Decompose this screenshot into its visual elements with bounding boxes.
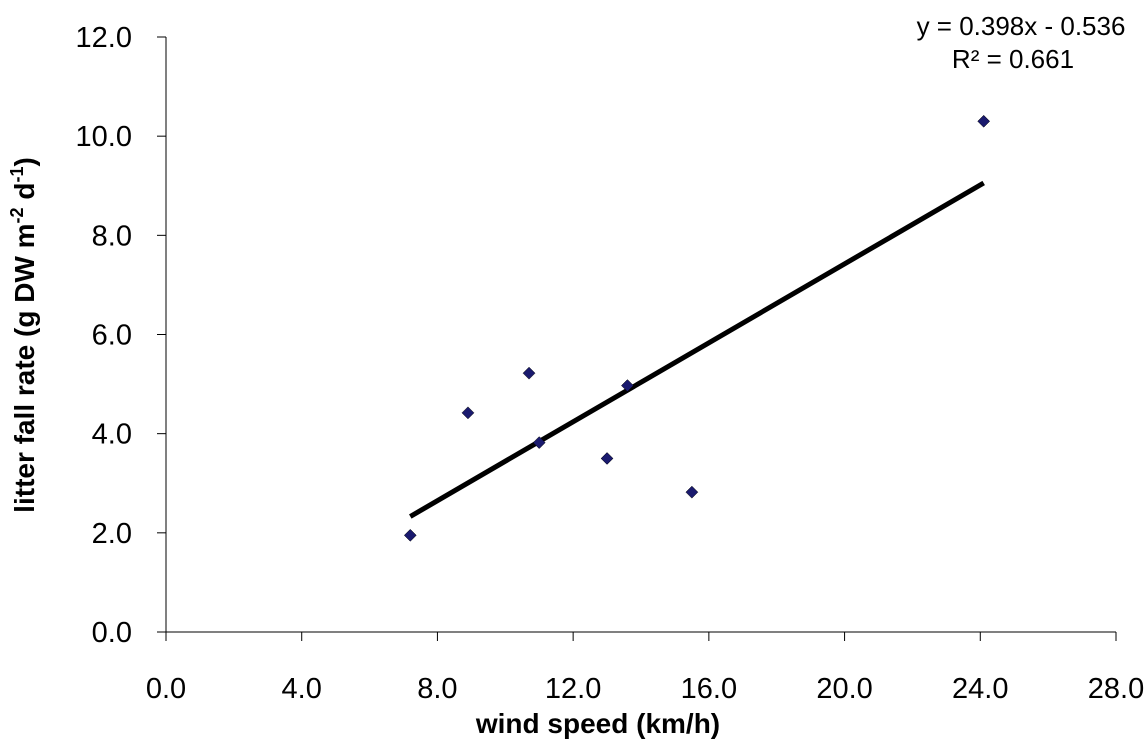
x-tick-label: 24.0 [952, 673, 1008, 705]
trendline-layer [409, 180, 985, 519]
y-tick-label: 2.0 [92, 518, 132, 550]
x-tick-label: 28.0 [1088, 673, 1144, 705]
x-tick-label: 4.0 [282, 673, 322, 705]
y-axis-title: litter fall rate (g DW m-2 d-1) [7, 157, 40, 513]
data-point [532, 436, 546, 449]
x-tick-label: 20.0 [816, 673, 872, 705]
y-tick-label: 6.0 [92, 320, 132, 352]
y-axis: 0.0 2.0 4.0 6.0 8.0 10.0 12.0 [76, 22, 167, 649]
trendline [409, 180, 985, 519]
trendline-equation: y = 0.398x - 0.536 [917, 11, 1126, 41]
data-point [685, 485, 699, 499]
data-point [403, 528, 417, 542]
trendline-r-squared: R² = 0.661 [952, 44, 1074, 74]
x-tick-label: 16.0 [681, 673, 737, 705]
data-point [621, 379, 634, 392]
y-tick-label: 0.0 [92, 617, 132, 649]
y-axis-title-end: ) [9, 157, 40, 166]
points-layer [403, 114, 991, 542]
y-axis-title-mid: d [9, 183, 40, 208]
y-tick-label: 8.0 [92, 220, 132, 252]
data-point [522, 366, 536, 380]
data-point [461, 406, 475, 420]
data-point [977, 114, 991, 128]
y-tick-label: 4.0 [92, 419, 132, 451]
x-tick-label: 12.0 [545, 673, 601, 705]
x-tick-label: 0.0 [146, 673, 186, 705]
y-tick-label: 12.0 [76, 22, 132, 54]
y-axis-title-main: litter fall rate (g DW m [9, 223, 40, 512]
x-axis: 0.0 4.0 8.0 12.0 16.0 20.0 24.0 28.0 [146, 631, 1144, 705]
x-axis-title: wind speed (km/h) [475, 708, 720, 739]
y-axis-title-sup1: -2 [7, 207, 27, 223]
x-tick-label: 8.0 [417, 673, 457, 705]
y-axis-title-sup2: -1 [7, 167, 27, 183]
y-tick-label: 10.0 [76, 121, 132, 153]
data-point [600, 452, 614, 465]
